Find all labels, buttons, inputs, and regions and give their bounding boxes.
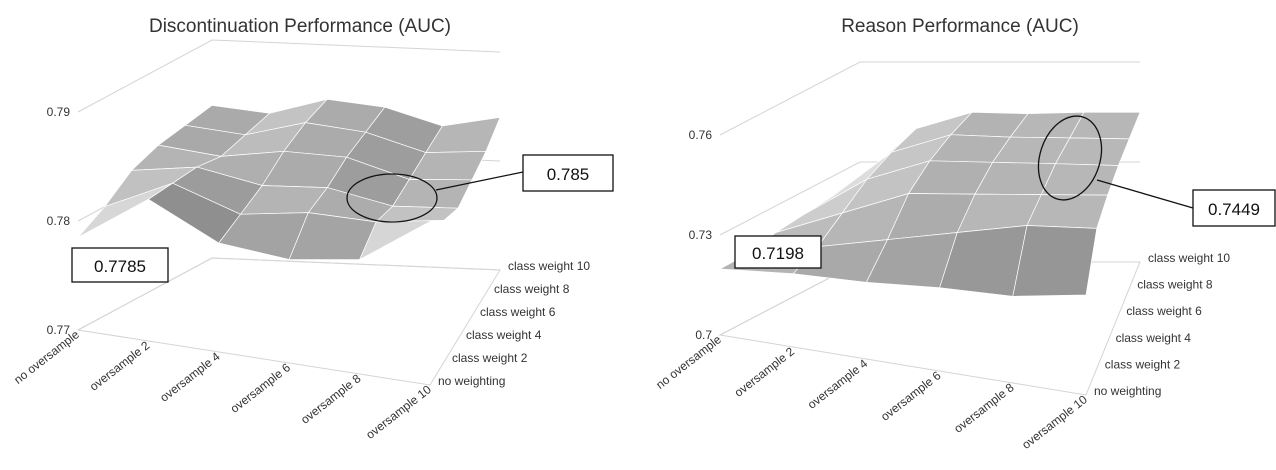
z-tick-label: 0.77 [47,323,71,337]
surface-face [359,219,445,260]
z-tick-label: 0.78 [47,214,71,228]
x-tick-label: no oversample [653,332,724,392]
highlight-ellipse [1037,115,1103,201]
y-tick-label: class weight 10 [1148,251,1230,265]
surface-face [1012,225,1098,297]
x-tick-label: oversample 2 [732,344,798,400]
x-tick-label: oversample 4 [157,349,223,405]
gridline [719,61,1140,136]
floor-plane [718,261,1141,396]
x-tick-label: oversample 8 [298,371,364,427]
value-annotation: 0.785 [346,154,614,223]
gridline [77,39,501,113]
x-tick-label: oversample 10 [363,382,434,442]
chart-title: Discontinuation Performance (AUC) [149,16,451,37]
chart-2: Reason Performance (AUC) 0.7 0.73 0.76 no ov… [653,16,1276,452]
y-tick-label: class weight 8 [1137,278,1213,292]
y-tick-label: class weight 6 [480,305,556,319]
x-tick-label: oversample 8 [951,380,1017,436]
x-tick-label: oversample 6 [228,360,294,416]
callout-line [1096,179,1194,209]
x-tick-label: oversample 4 [805,356,871,412]
y-tick-label: no weighting [438,374,505,388]
y-tick-label: class weight 4 [1116,331,1192,345]
value-annotation: 0.7449 [1037,115,1276,227]
value-annotation: 0.7785 [71,247,169,283]
x-tick-label: oversample 10 [1019,392,1090,452]
x-tick-label: oversample 2 [87,338,153,394]
callout-box [734,235,822,269]
y-tick-label: no weighting [1094,384,1161,398]
y-tick-label: class weight 2 [452,351,528,365]
y-tick-label: class weight 2 [1105,357,1181,371]
highlight-ellipse [346,173,438,223]
chart-title: Reason Performance (AUC) [841,16,1079,37]
z-tick-label: 0.79 [47,105,71,119]
y-tick-label: class weight 10 [508,259,590,273]
chart-1: Discontinuation Performance (AUC) 0.77 0.7… [11,16,614,442]
callout-box [1192,189,1276,227]
callout-box [522,154,614,192]
callout-label: 0.7198 [752,244,804,263]
z-tick-label: 0.76 [689,128,713,142]
callout-label: 0.7449 [1208,200,1260,219]
x-tick-label: oversample 6 [878,368,944,424]
callout-label: 0.7785 [94,257,146,276]
callout-label: 0.785 [547,165,590,184]
y-tick-label: class weight 6 [1126,304,1202,318]
callout-line [435,171,524,191]
y-tick-label: class weight 8 [494,282,570,296]
y-tick-label: class weight 4 [466,328,542,342]
surface-face [425,117,501,153]
callout-box [71,247,169,283]
value-annotation: 0.7198 [734,235,822,269]
z-tick-label: 0.7 [695,328,712,342]
z-tick-label: 0.73 [689,228,713,242]
